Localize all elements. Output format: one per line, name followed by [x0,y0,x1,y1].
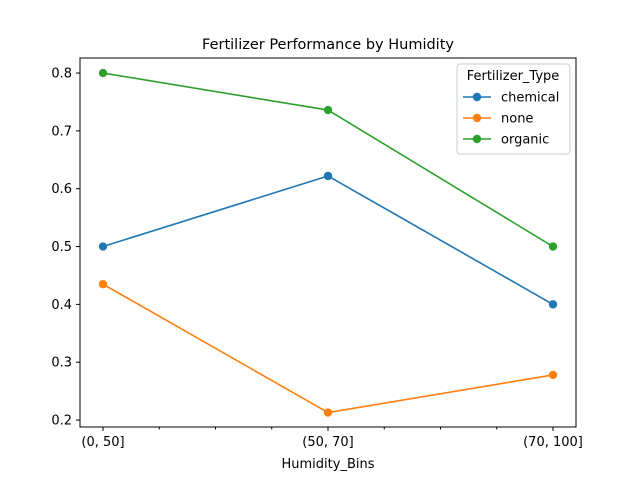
legend-marker-chemical [472,92,482,102]
data-point-chemical [548,300,558,309]
legend-label-none: none [501,112,533,127]
data-point-chemical [98,242,108,251]
y-tick-label: 0.2 [51,414,72,429]
y-tick-label: 0.4 [51,298,72,313]
y-axis: 0.2 0.3 0.4 0.5 0.6 0.7 0.8 [51,67,80,429]
y-tick-label: 0.5 [51,240,72,255]
x-tick-label: (0, 50] [81,435,124,450]
x-axis-label: Humidity_Bins [282,457,375,472]
y-tick-label: 0.8 [51,67,72,82]
series-line-chemical [102,175,554,306]
series-layer [98,68,558,417]
legend: Fertilizer_Type chemical none organic [456,63,571,155]
legend-title: Fertilizer_Type [467,69,560,84]
data-point-chemical [323,171,333,181]
data-point-organic [548,242,558,251]
data-point-none [548,370,558,380]
y-tick-label: 0.3 [51,356,72,371]
data-point-none [98,279,108,289]
series-line-none [102,283,554,414]
y-tick-label: 0.6 [51,182,72,197]
x-tick-label: (70, 100] [523,435,583,450]
legend-box [456,63,571,155]
chart-title: Fertilizer Performance by Humidity [202,37,454,53]
y-tick-label: 0.7 [51,124,72,139]
data-point-organic [98,68,108,78]
data-point-none [323,408,333,417]
legend-marker-none [472,113,482,123]
legend-marker-organic [472,134,482,144]
legend-label-chemical: chemical [501,91,559,106]
x-tick-label: (50, 70] [302,435,354,450]
data-point-organic [323,105,333,115]
legend-label-organic: organic [501,133,549,148]
x-axis: (0, 50] (50, 70] (70, 100] [81,427,583,450]
